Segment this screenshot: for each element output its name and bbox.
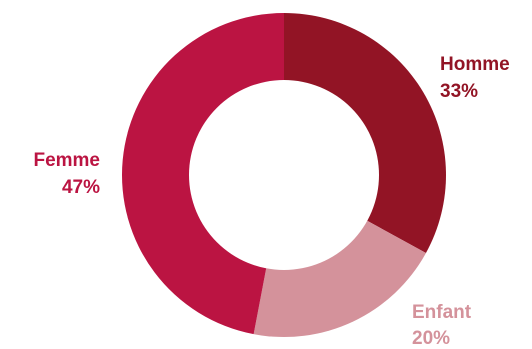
slice-label-enfant: Enfant <box>412 302 472 323</box>
slice-label-femme: Femme <box>33 150 100 171</box>
donut-hole <box>189 80 379 270</box>
labels-layer: Homme 33% Enfant 20% Femme 47% <box>33 54 509 349</box>
slice-value-homme: 33% <box>440 81 478 102</box>
slice-value-enfant: 20% <box>412 328 450 349</box>
slice-label-homme: Homme <box>440 54 510 75</box>
slice-value-femme: 47% <box>62 177 100 198</box>
